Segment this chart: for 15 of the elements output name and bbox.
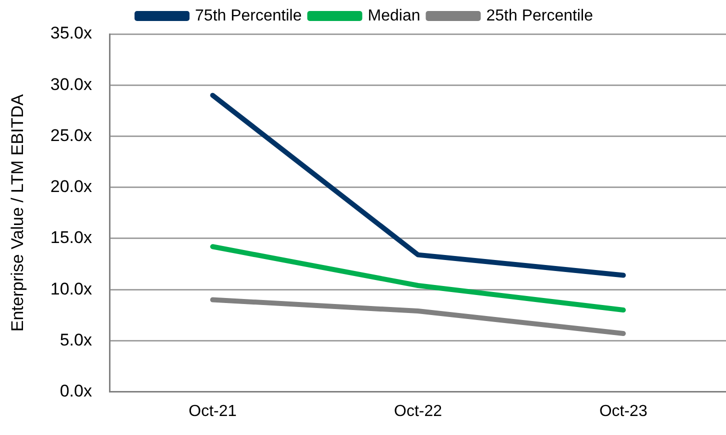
y-axis-title: Enterprise Value / LTM EBITDA — [8, 94, 27, 332]
x-tick-label: Oct-23 — [599, 402, 648, 420]
y-tick-label: 5.0x — [60, 330, 92, 350]
y-tick-label: 10.0x — [50, 279, 92, 298]
y-tick-label: 30.0x — [50, 74, 92, 94]
legend-label: 75th Percentile — [195, 7, 302, 24]
legend-label: Median — [368, 7, 420, 24]
legend-label: 25th Percentile — [486, 7, 594, 24]
x-tick-label: Oct-21 — [188, 402, 237, 420]
y-tick-label: 15.0x — [50, 228, 92, 248]
y-tick-label: 35.0x — [50, 24, 92, 43]
y-tick-label: 20.0x — [50, 177, 92, 196]
x-tick-label: Oct-22 — [394, 402, 442, 420]
y-tick-label: 0.0x — [60, 381, 92, 400]
y-tick-label: 25.0x — [50, 126, 92, 145]
